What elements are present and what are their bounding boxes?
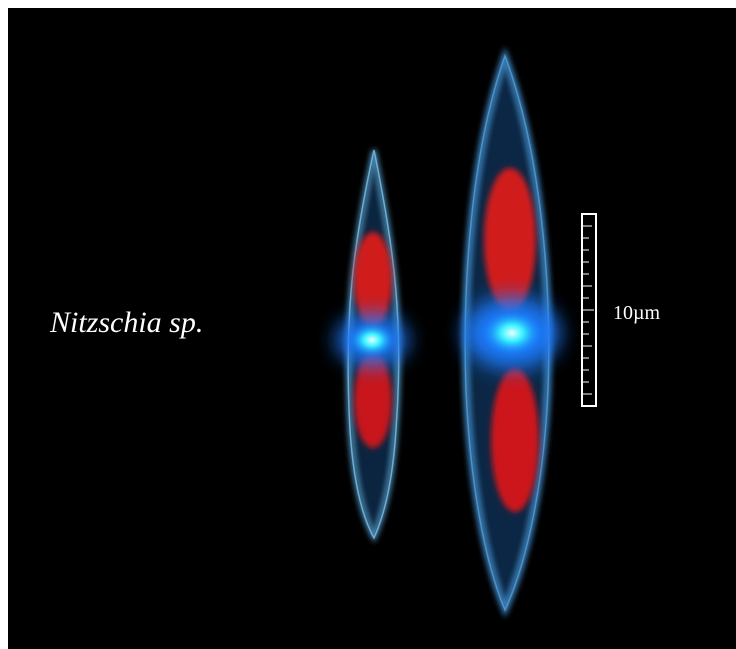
left-chloroplast-lower bbox=[354, 352, 392, 448]
left-diatom-cell bbox=[336, 149, 408, 543]
right-nucleus bbox=[480, 309, 544, 357]
right-diatom-cell bbox=[462, 47, 560, 618]
right-chloroplast-lower bbox=[491, 368, 539, 512]
right-chloroplast-upper bbox=[484, 168, 536, 312]
left-cell-wall bbox=[347, 149, 400, 540]
left-nucleus bbox=[348, 322, 396, 358]
species-label: Nitzschia sp. bbox=[50, 306, 204, 339]
scale-bar bbox=[581, 213, 597, 407]
left-chloroplast-upper bbox=[354, 232, 392, 328]
scale-bar-label: 10µm bbox=[613, 302, 661, 324]
right-cell-wall bbox=[464, 53, 550, 612]
